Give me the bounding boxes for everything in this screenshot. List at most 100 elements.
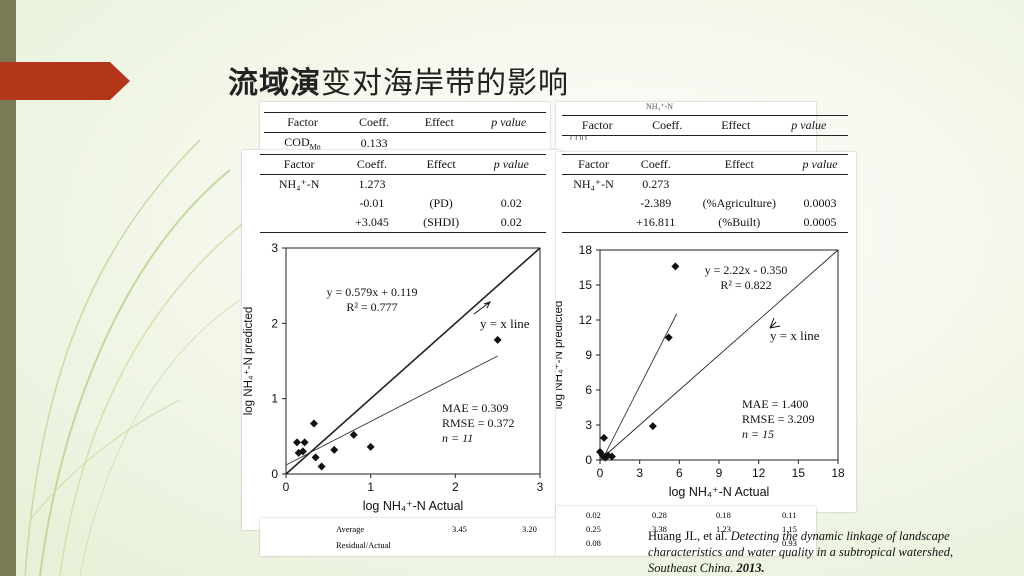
strip-value: 1.15 <box>782 524 797 534</box>
table-header: Coeff. <box>341 112 408 133</box>
x-tick-label: 18 <box>831 466 845 480</box>
strip-value: 3.45 <box>452 524 467 534</box>
table-header: Effect <box>686 154 793 175</box>
data-point <box>607 452 616 461</box>
bottom-strip-right: 0.02 0.28 0.18 0.11 0.25 3.38 1.23 1.15 … <box>556 506 816 556</box>
data-point <box>330 445 339 454</box>
data-point <box>293 438 302 447</box>
table-cell: NH₄⁺-N <box>573 177 614 191</box>
partial-text: NH₄⁺-N <box>646 102 674 111</box>
table-row: -0.01 (PD) 0.02 <box>260 194 546 213</box>
equation-label: y = 0.579x + 0.119 <box>326 285 417 299</box>
bottom-strip-left: Average 3.45 3.20 Residual/Actual <box>260 518 556 556</box>
data-point <box>671 262 680 271</box>
stats-label: n = 15 <box>742 427 774 441</box>
y-axis-label: log NH₄⁺-N predicted <box>556 301 565 410</box>
table-cell <box>260 194 338 213</box>
strip-value: 0.11 <box>782 510 797 520</box>
y-tick-label: 3 <box>271 241 278 255</box>
table-header: Factor <box>562 115 633 136</box>
stats-label: MAE = 0.309 <box>442 401 508 415</box>
y-tick-label: 6 <box>585 383 592 397</box>
table-cell: 0.0005 <box>792 213 848 233</box>
identity-line <box>599 249 839 461</box>
data-point <box>311 453 320 462</box>
table-row: NH₄⁺-N 1.273 <box>260 175 546 195</box>
table-header: p value <box>792 154 848 175</box>
table-cell: CODMn <box>284 135 321 152</box>
table-cell: +3.045 <box>338 213 406 233</box>
table-cell <box>686 175 792 195</box>
y-axis-label: log NH₄⁺-N predicted <box>243 307 255 416</box>
x-tick-label: 2 <box>452 480 459 494</box>
table-cell: (%Built) <box>686 213 793 233</box>
data-point <box>300 438 309 447</box>
strip-label: Residual/Actual <box>336 540 391 550</box>
table-cell: (SHDI) <box>405 213 477 233</box>
table-cell <box>477 175 546 195</box>
decorative-leaf-lines <box>24 139 261 576</box>
table-cell: 0.02 <box>476 213 546 233</box>
strip-value: 1.23 <box>716 524 731 534</box>
table-header: Coeff. <box>625 154 687 175</box>
x-tick-label: 15 <box>792 466 806 480</box>
identity-line <box>285 247 541 475</box>
r2-label: R² = 0.822 <box>720 278 771 292</box>
strip-value: 0.25 <box>586 524 601 534</box>
y-tick-label: 15 <box>579 278 593 292</box>
citation-title: Detecting the dynamic linkage of landsca… <box>648 529 954 575</box>
scatter-chart-left: 0 1 2 3 0 1 2 3 log NH₄⁺-N Actual log NH₄⁺-N pred… <box>243 241 544 513</box>
table-row: NH₄⁺-N 0.273 <box>562 175 848 195</box>
table-cell: 0.133 <box>360 135 388 150</box>
x-tick-label: 3 <box>537 480 544 494</box>
strip-value: 0.02 <box>586 510 601 520</box>
slide-title: 流域演变对海岸带的影响 <box>228 66 569 101</box>
identity-arrow <box>769 317 781 329</box>
data-point <box>648 422 657 431</box>
scatter-chart-right: 0 3 6 9 12 15 18 0 3 6 9 12 15 18 log NH₄⁺-N Actual log… <box>556 243 845 499</box>
x-tick-label: 3 <box>636 466 643 480</box>
back-sheet-right: NH₄⁺-N Factor Coeff. Effect p value COD <box>556 102 848 152</box>
r2-label: R² = 0.777 <box>346 300 397 314</box>
data-point <box>598 451 607 460</box>
table-cell: +16.811 <box>625 213 687 233</box>
x-tick-label: 0 <box>283 480 290 494</box>
table-header: Factor <box>264 112 342 133</box>
identity-arrow <box>473 301 491 315</box>
x-axis-label: log NH₄⁺-N Actual <box>669 485 770 499</box>
table-header: Effect <box>405 154 477 175</box>
table-cell: 1.273 <box>358 177 386 191</box>
citation-authors: Huang JL, et al. <box>648 529 728 543</box>
table-cell <box>406 175 477 195</box>
table-header: p value <box>471 112 546 133</box>
identity-line-label: y = x line <box>770 328 820 343</box>
regression-table-left: Factor Coeff. Effect p value NH₄⁺-N 1.27… <box>260 154 546 233</box>
partial-text: COD <box>570 134 587 140</box>
right-panel: Factor Coeff. Effect p value NH₄⁺-N 0.27… <box>556 152 856 512</box>
data-point <box>298 447 307 456</box>
y-tick-label: 18 <box>579 243 593 257</box>
table-cell <box>792 175 848 195</box>
table-cell <box>260 213 339 233</box>
y-tick-label: 1 <box>271 392 278 406</box>
x-tick-label: 6 <box>676 466 683 480</box>
regression-table-right: Factor Coeff. Effect p value NH₄⁺-N 0.27… <box>562 154 848 233</box>
fit-line <box>602 313 678 460</box>
y-tick-label: 0 <box>271 467 278 481</box>
x-axis-label: log NH₄⁺-N Actual <box>363 499 464 513</box>
stats-label: MAE = 1.400 <box>742 397 808 411</box>
back-table-right: Factor Coeff. Effect p value <box>562 115 848 136</box>
title-arrow-marker <box>0 62 130 100</box>
back-table-left: Factor Coeff. Effect p value CODMn 0.133 <box>264 112 546 153</box>
citation: Huang JL, et al. Detecting the dynamic l… <box>648 528 978 576</box>
data-point <box>317 462 326 471</box>
table-cell <box>562 194 625 213</box>
left-accent-bar <box>0 0 16 576</box>
citation-year: 2013. <box>736 561 765 575</box>
back-sheet-left: Factor Coeff. Effect p value CODMn 0.133 <box>260 102 550 153</box>
table-header: Effect <box>407 112 472 133</box>
table-header: Coeff. <box>338 154 406 175</box>
data-point <box>366 442 375 451</box>
data-point <box>664 333 673 342</box>
data-point <box>309 419 318 428</box>
